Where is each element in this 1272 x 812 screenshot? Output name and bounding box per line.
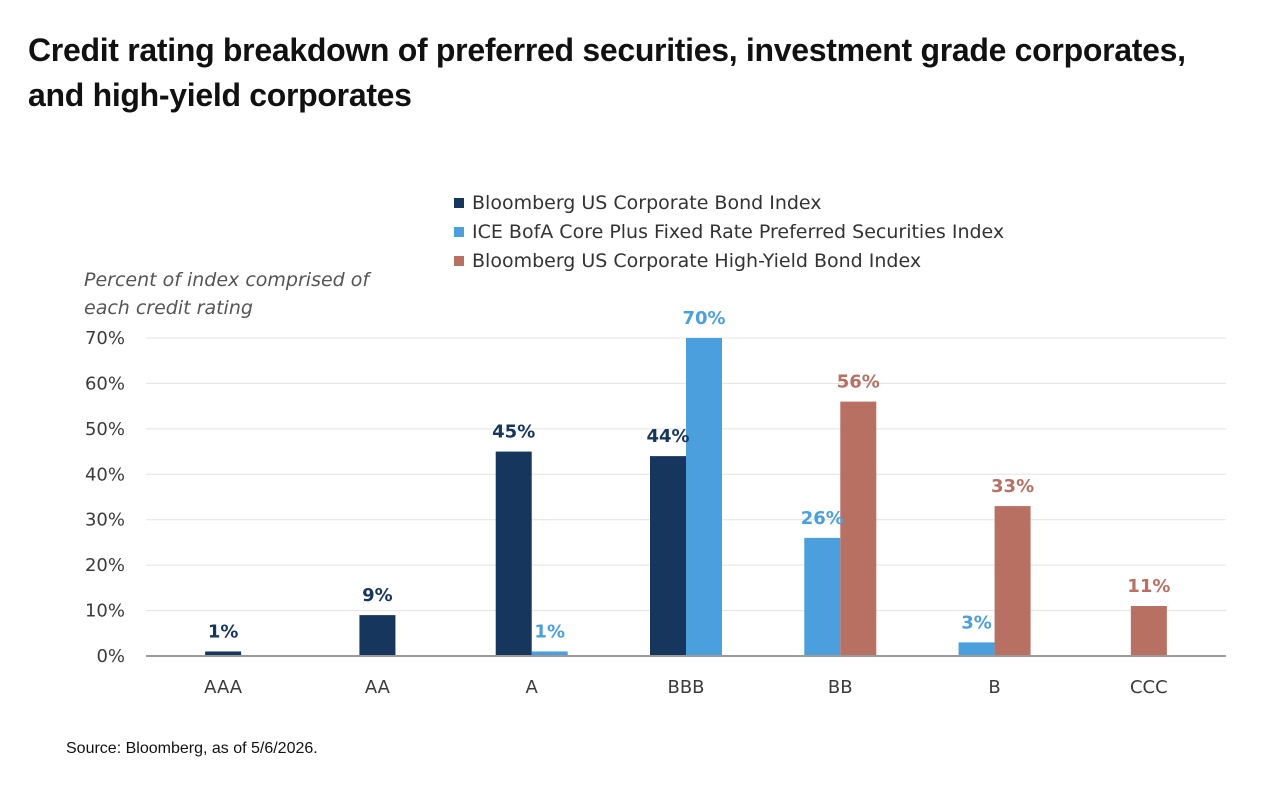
data-label-aa-series-1: 9% — [362, 585, 393, 606]
data-label-bb-series-3: 56% — [837, 372, 880, 393]
x-tick-label-bb: BB — [828, 677, 853, 698]
bar-b-series-2 — [958, 642, 995, 656]
y-tick-label: 50% — [85, 419, 125, 440]
y-tick-label: 0% — [96, 646, 125, 667]
y-axis-ticks: 0% 10% 20% 30% 40% 50% 60% 70% — [85, 328, 125, 667]
y-tick-label: 40% — [85, 464, 125, 485]
y-tick-label: 70% — [85, 328, 125, 349]
legend-label-2: ICE BofA Core Plus Fixed Rate Preferred … — [472, 221, 1004, 243]
legend-label-3: Bloomberg US Corporate High-Yield Bond I… — [472, 250, 921, 272]
data-label-bbb-series-1: 44% — [646, 426, 689, 447]
legend-swatch-3 — [454, 256, 464, 266]
y-tick-label: 10% — [85, 601, 125, 622]
legend-swatch-1 — [454, 198, 464, 208]
legend-label-1: Bloomberg US Corporate Bond Index — [472, 192, 822, 214]
data-label-bbb-series-2: 70% — [682, 308, 725, 329]
x-tick-label-a: A — [526, 677, 539, 698]
x-tick-label-bbb: BBB — [667, 677, 704, 698]
bar-a-series-2 — [531, 651, 568, 656]
y-axis-label-line-2: each credit rating — [84, 297, 253, 319]
data-label-aaa-series-1: 1% — [208, 621, 239, 642]
x-axis-ticks: AAA AA A BBB BB B CCC — [204, 677, 1168, 698]
x-tick-label-ccc: CCC — [1130, 677, 1168, 698]
y-tick-label: 30% — [85, 510, 125, 531]
bar-bb-series-2 — [804, 537, 841, 656]
data-label-a-series-1: 45% — [492, 422, 535, 443]
bar-b-series-3 — [994, 506, 1031, 656]
bar-labels: 1% 9% 45% 1% 44% 70% 26% 56% 3% 33% 11% — [208, 308, 1171, 642]
x-tick-label-aaa: AAA — [204, 677, 243, 698]
y-axis-label-line-1: Percent of index comprised of — [84, 269, 372, 291]
data-label-b-series-3: 33% — [991, 476, 1034, 497]
chart-title: Credit rating breakdown of preferred sec… — [28, 32, 1186, 113]
source-note: Source: Bloomberg, as of 5/6/2026. — [66, 740, 318, 757]
bar-aa-series-1 — [359, 615, 396, 656]
bar-ccc-series-3 — [1130, 606, 1167, 656]
legend-swatch-2 — [454, 227, 464, 237]
bars — [205, 338, 1167, 656]
bar-aaa-series-1 — [205, 651, 242, 656]
data-label-b-series-2: 3% — [961, 612, 992, 633]
y-tick-label: 60% — [85, 373, 125, 394]
bar-bb-series-3 — [840, 401, 877, 656]
bar-bbb-series-2 — [686, 338, 722, 656]
data-label-a-series-2: 1% — [534, 621, 565, 642]
bar-bbb-series-1 — [650, 456, 686, 656]
data-label-ccc-series-3: 11% — [1127, 576, 1170, 597]
legend: Bloomberg US Corporate Bond Index ICE Bof… — [454, 192, 1004, 272]
bar-a-series-1 — [495, 451, 532, 656]
data-label-bb-series-2: 26% — [801, 508, 844, 529]
x-tick-label-b: B — [988, 677, 1000, 698]
y-tick-label: 20% — [85, 555, 125, 576]
x-tick-label-aa: AA — [365, 677, 391, 698]
